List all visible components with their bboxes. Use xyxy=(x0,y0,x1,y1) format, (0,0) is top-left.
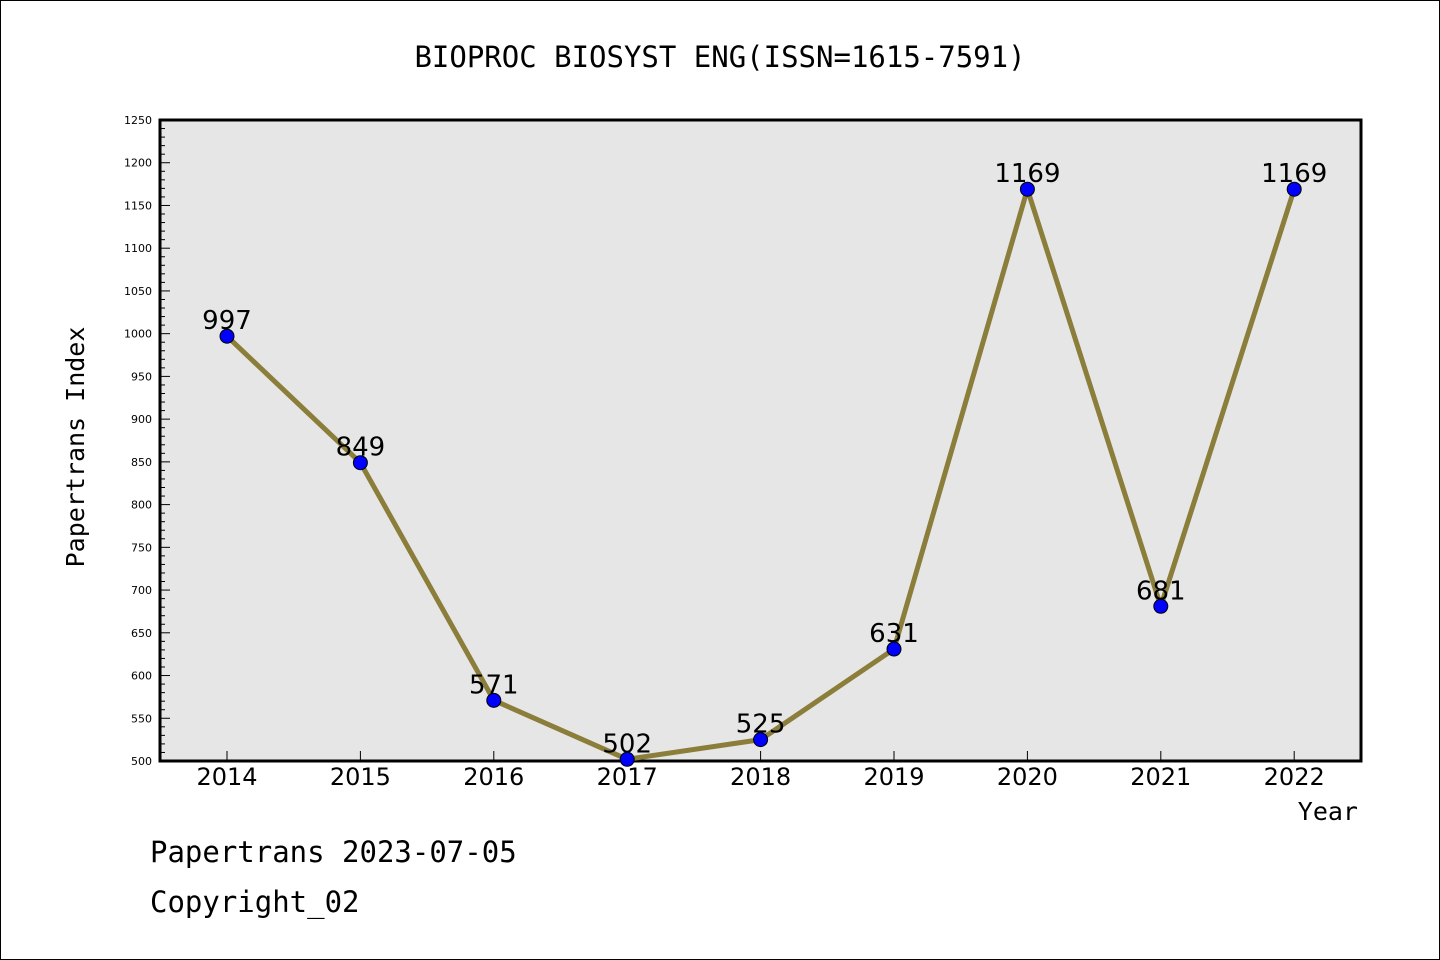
x-tick-label: 2014 xyxy=(196,763,257,791)
y-tick-label: 1250 xyxy=(124,114,152,127)
data-label: 502 xyxy=(602,729,652,759)
plot-area xyxy=(158,118,1363,763)
y-tick-label: 1150 xyxy=(124,199,152,212)
data-point xyxy=(1019,181,1035,197)
y-tick-label: 600 xyxy=(131,670,152,683)
y-tick-label: 750 xyxy=(131,541,152,554)
y-tick-label: 500 xyxy=(131,755,152,768)
data-point xyxy=(1153,598,1169,614)
x-tick-label: 2016 xyxy=(463,763,524,791)
x-tick-label: 2019 xyxy=(863,763,924,791)
x-axis: 2014 2015 2016 2017 2018 2019 2020 2021 2022 xyxy=(196,751,1325,791)
y-axis: 500 550 600 650 700 750 800 850 900 950 1000 1050 11… xyxy=(124,114,170,768)
y-tick-label: 800 xyxy=(131,499,152,512)
x-tick-label: 2022 xyxy=(1264,763,1325,791)
y-axis-label: Papertrans Index xyxy=(61,327,90,568)
y-tick-label: 650 xyxy=(131,627,152,640)
data-point xyxy=(486,692,502,708)
data-point xyxy=(352,455,368,471)
x-tick-label: 2017 xyxy=(597,763,658,791)
y-tick-label: 850 xyxy=(131,456,152,469)
x-tick-label: 2015 xyxy=(330,763,391,791)
data-label: 997 xyxy=(202,306,252,336)
chart-title: BIOPROC BIOSYST ENG(ISSN=1615-7591) xyxy=(414,40,1025,74)
footer-copyright: Copyright_02 xyxy=(150,885,360,919)
data-label: 525 xyxy=(736,710,786,740)
data-point xyxy=(1286,181,1302,197)
y-tick-label: 550 xyxy=(131,712,152,725)
data-label: 1169 xyxy=(994,159,1060,189)
data-label: 681 xyxy=(1136,576,1186,606)
y-tick-label: 1000 xyxy=(124,328,152,341)
x-axis-label: Year xyxy=(1298,797,1358,826)
data-point xyxy=(219,328,235,344)
data-label: 849 xyxy=(336,433,386,463)
data-label: 1169 xyxy=(1261,159,1327,189)
x-tick-label: 2021 xyxy=(1130,763,1191,791)
y-tick-label: 950 xyxy=(131,370,152,383)
data-point xyxy=(753,732,769,748)
y-tick-label: 1200 xyxy=(124,157,152,170)
footer-date: Papertrans 2023-07-05 xyxy=(150,835,517,869)
y-tick-label: 1100 xyxy=(124,242,152,255)
data-point xyxy=(619,751,635,767)
data-label: 571 xyxy=(469,670,519,700)
data-point xyxy=(886,641,902,657)
x-tick-label: 2018 xyxy=(730,763,791,791)
y-tick-label: 700 xyxy=(131,584,152,597)
series-group: 997 849 571 502 525 631 1169 681 1169 xyxy=(202,159,1327,767)
y-tick-label: 1050 xyxy=(124,285,152,298)
data-label: 631 xyxy=(869,619,919,649)
x-tick-label: 2020 xyxy=(997,763,1058,791)
y-tick-label: 900 xyxy=(131,413,152,426)
